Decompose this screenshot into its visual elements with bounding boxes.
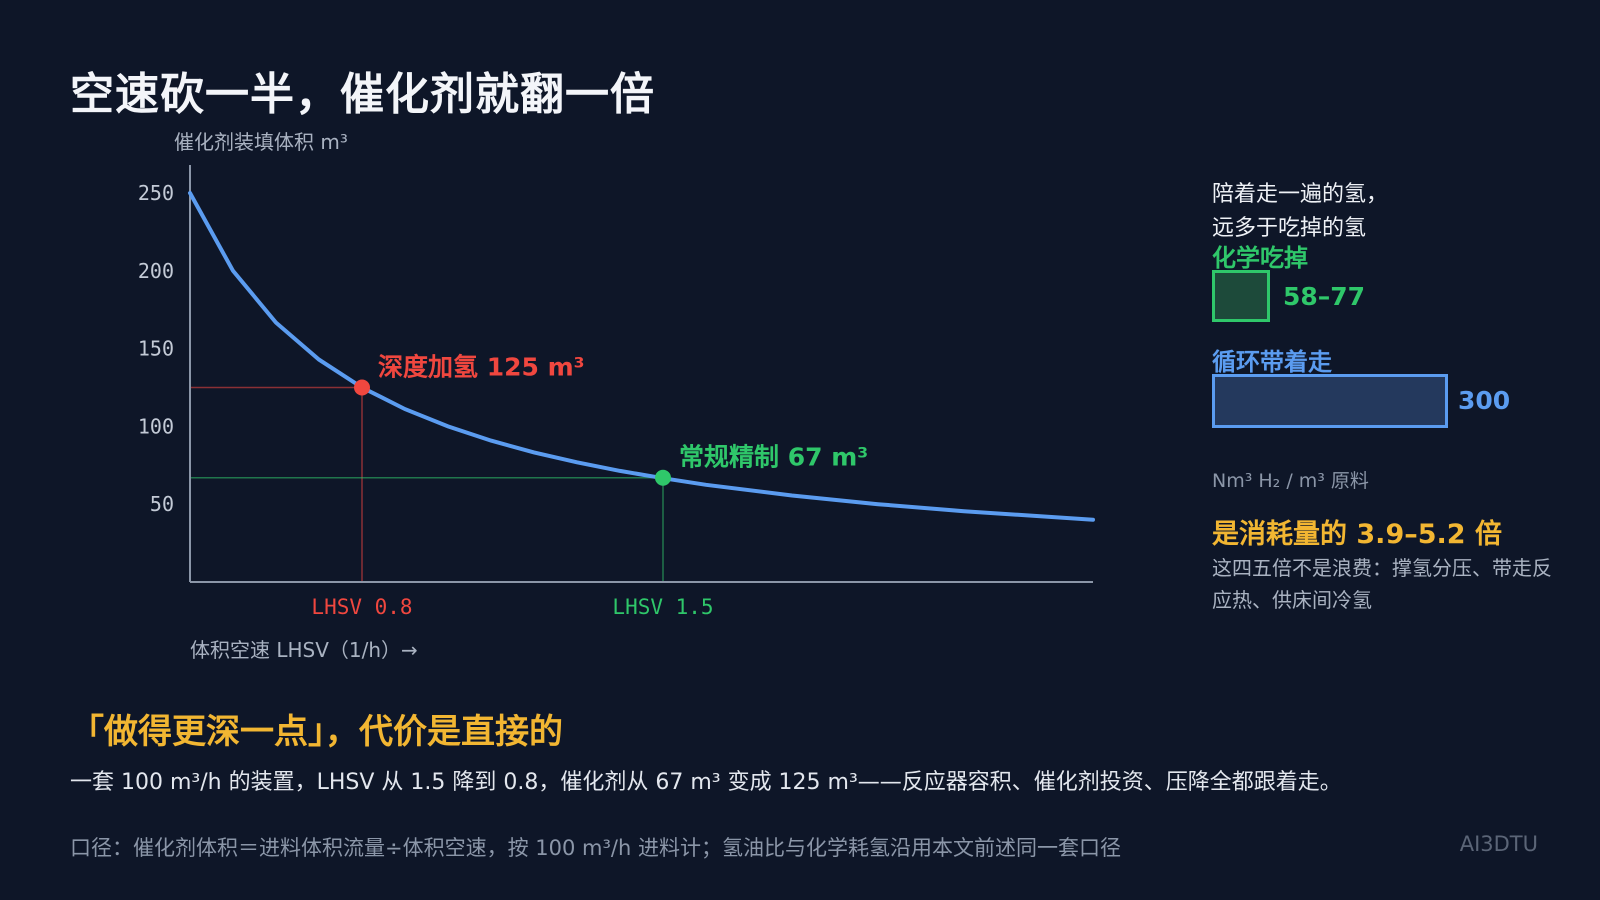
y-tick-label: 150: [138, 337, 174, 361]
recycle-hydrogen-bar: [1212, 374, 1448, 428]
section-subtitle: 「做得更深一点」，代价是直接的: [70, 712, 563, 752]
x-tick-label: LHSV 1.5: [612, 595, 713, 619]
page-title: 空速砍一半，催化剂就翻一倍: [70, 69, 655, 120]
ratio-headline: 是消耗量的 3.9–5.2 倍: [1212, 519, 1502, 550]
side-heading-line1: 陪着走一遍的氢，: [1212, 182, 1389, 207]
marker-point: [655, 469, 671, 486]
catalyst-volume-curve: [188, 191, 1095, 522]
chemical-consumption-label: 化学吃掉: [1212, 244, 1308, 272]
x-axis-label: 体积空速 LHSV（1/h）→: [190, 638, 418, 662]
side-heading-line2: 远多于吃掉的氢: [1212, 216, 1367, 241]
ratio-note: 这四五倍不是浪费：撑氢分压、带走反应热、供床间冷氢: [1212, 556, 1552, 612]
y-axis-label: 催化剂装填体积 m³: [174, 130, 348, 154]
y-tick-label: 200: [138, 259, 174, 283]
lhsv-chart: 250 200 150 100 50 深度加氢 125 m³ LHSV 0.8 常规精制 6…: [138, 130, 1095, 662]
section-description: 一套 100 m³/h 的装置，LHSV 从 1.5 降到 0.8，催化剂从 6…: [70, 770, 1342, 795]
footnote: 口径：催化剂体积＝进料体积流量÷体积空速，按 100 m³/h 进料计；氢油比与…: [70, 836, 1121, 860]
y-tick-label: 50: [150, 492, 174, 516]
x-tick-label: LHSV 0.8: [311, 595, 412, 619]
brand-watermark: AI3DTU: [1459, 832, 1538, 856]
recycle-hydrogen-value: 300: [1458, 386, 1511, 415]
y-tick-label: 100: [138, 414, 174, 438]
y-tick-label: 250: [138, 181, 174, 205]
marker-label: 常规精制 67 m³: [679, 443, 868, 472]
marker-label: 深度加氢 125 m³: [378, 353, 585, 382]
hydrogen-unit-label: Nm³ H₂ / m³ 原料: [1212, 470, 1369, 492]
recycle-hydrogen-label: 循环带着走: [1212, 348, 1332, 376]
marker-point: [354, 379, 370, 396]
chemical-consumption-value: 58–77: [1283, 282, 1366, 311]
chemical-consumption-bar: [1212, 270, 1270, 322]
